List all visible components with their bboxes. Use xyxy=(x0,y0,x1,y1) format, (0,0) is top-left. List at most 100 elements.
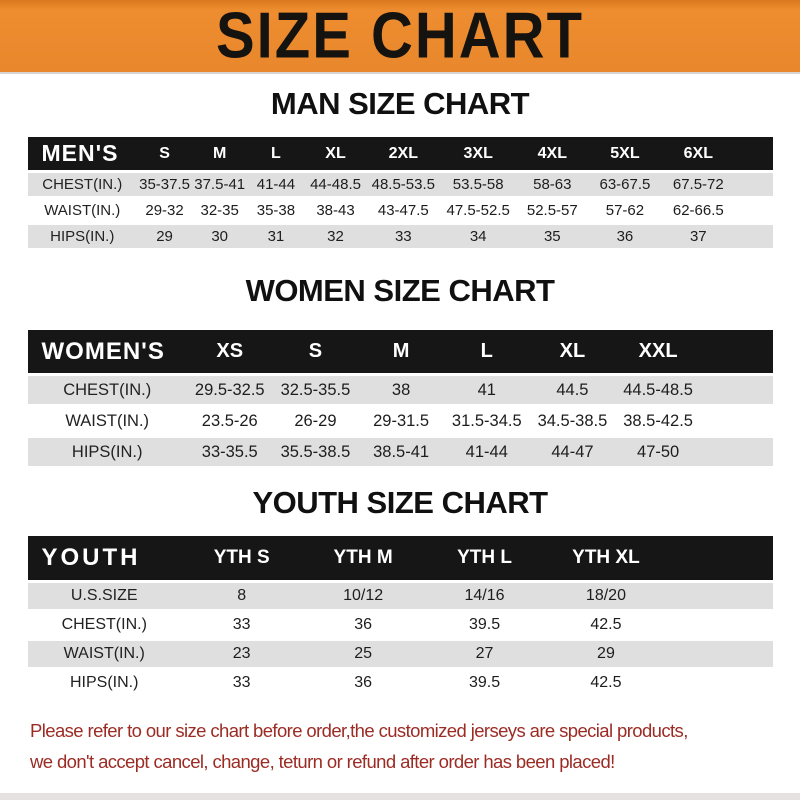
page-title: SIZE CHART xyxy=(216,0,584,72)
banner: SIZE CHART xyxy=(0,0,800,74)
table-cell: 41-44 xyxy=(443,438,530,466)
table-cell: 34 xyxy=(440,225,517,248)
table-cell: 33 xyxy=(180,612,303,638)
table-cell: 29.5-32.5 xyxy=(186,376,273,404)
row-filler xyxy=(700,438,773,466)
table-cell: 38-43 xyxy=(304,199,367,222)
table-cell: 42.5 xyxy=(545,612,667,638)
table-cell: 44-48.5 xyxy=(304,173,367,196)
column-header: M xyxy=(358,330,444,373)
table-corner-label: YOUTH xyxy=(27,536,181,580)
table-cell: 23 xyxy=(180,641,303,667)
table-cell: 36 xyxy=(302,670,424,696)
header-filler xyxy=(666,536,773,580)
notice-line-2: we don't accept cancel, change, teturn o… xyxy=(30,751,615,772)
column-header: YTH M xyxy=(302,536,424,580)
row-filler xyxy=(735,173,773,196)
table-row: CHEST(IN.) 35-37.5 37.5-41 41-44 44-48.5 48.5… xyxy=(27,173,773,196)
table-cell: 38.5-41 xyxy=(358,438,444,466)
table-cell: 10/12 xyxy=(302,583,424,609)
table-cell: 41-44 xyxy=(247,173,305,196)
table-cell: 44.5 xyxy=(529,376,616,404)
notice-line-1: Please refer to our size chart before or… xyxy=(30,720,688,741)
table-cell: 30 xyxy=(192,225,248,248)
table-cell: 29-31.5 xyxy=(358,407,444,435)
table-cell: 57-62 xyxy=(588,199,662,222)
row-filler xyxy=(735,225,773,248)
column-header: XL xyxy=(304,137,367,170)
column-header: YTH XL xyxy=(545,536,667,580)
table-cell: 39.5 xyxy=(423,670,546,696)
table-row: CHEST(IN.) 29.5-32.5 32.5-35.5 38 41 44.5 44.5… xyxy=(27,376,773,404)
table-cell: 52.5-57 xyxy=(516,199,589,222)
row-filler xyxy=(700,376,773,404)
row-label: WAIST(IN.) xyxy=(27,199,137,222)
column-header: XS xyxy=(186,330,273,373)
table-cell: 23.5-26 xyxy=(186,407,273,435)
column-header: YTH L xyxy=(423,536,546,580)
row-filler xyxy=(666,641,773,667)
column-header: 2XL xyxy=(366,137,441,170)
table-row: WAIST(IN.) 29-32 32-35 35-38 38-43 43-47.5 47.… xyxy=(27,199,773,222)
table-cell: 48.5-53.5 xyxy=(366,173,441,196)
table-cell: 35.5-38.5 xyxy=(272,438,359,466)
section-title-youth: YOUTH SIZE CHART xyxy=(252,485,548,520)
row-label: HIPS(IN.) xyxy=(27,438,187,466)
table-cell: 67.5-72 xyxy=(661,173,736,196)
table-cell: 31.5-34.5 xyxy=(443,407,530,435)
table-cell: 42.5 xyxy=(545,670,667,696)
section-youth: YOUTH SIZE CHART YOUTH YTH S YTH M YTH L YTH … xyxy=(0,485,800,699)
table-cell: 39.5 xyxy=(423,612,546,638)
header-filler xyxy=(700,330,773,373)
footer-notice: Please refer to our size chart before or… xyxy=(30,715,800,777)
table-cell: 38 xyxy=(358,376,444,404)
table-cell: 18/20 xyxy=(545,583,667,609)
table-cell: 62-66.5 xyxy=(661,199,736,222)
table-cell: 36 xyxy=(588,225,662,248)
column-header: 4XL xyxy=(516,137,589,170)
row-filler xyxy=(735,199,772,222)
row-label: WAIST(IN.) xyxy=(27,407,187,435)
sections-container: MAN SIZE CHART MEN'S S M L XL 2XL 3XL 4XL 5XL 6XL C… xyxy=(0,86,800,699)
column-header: L xyxy=(443,330,530,373)
table-cell: 37 xyxy=(661,225,736,248)
section-women: WOMEN SIZE CHART WOMEN'S XS S M L XL XXL CHEST(I… xyxy=(0,273,800,469)
column-header: XXL xyxy=(615,330,701,373)
table-cell: 63-67.5 xyxy=(588,173,662,196)
table-cell: 34.5-38.5 xyxy=(529,407,616,435)
table-cell: 35-38 xyxy=(247,199,305,222)
table-cell: 25 xyxy=(302,641,424,667)
table-cell: 35 xyxy=(516,225,589,248)
table-cell: 53.5-58 xyxy=(440,173,517,196)
column-header: M xyxy=(192,137,248,170)
table-row: U.S.SIZE 8 10/12 14/16 18/20 xyxy=(27,583,773,609)
column-header: L xyxy=(247,137,305,170)
table-cell: 8 xyxy=(180,583,303,609)
row-label: HIPS(IN.) xyxy=(27,225,137,248)
row-filler xyxy=(667,612,773,638)
table-cell: 32-35 xyxy=(192,199,248,222)
column-header: 6XL xyxy=(661,137,736,170)
row-label: CHEST(IN.) xyxy=(27,173,137,196)
table-row: HIPS(IN.) 29 30 31 32 33 34 35 36 37 xyxy=(27,225,773,248)
table-cell: 31 xyxy=(247,225,305,248)
table-row: CHEST(IN.) 33 36 39.5 42.5 xyxy=(27,612,773,638)
column-header: 3XL xyxy=(440,137,517,170)
table-cell: 47.5-52.5 xyxy=(440,199,517,222)
column-header: 5XL xyxy=(588,137,662,170)
table-cell: 43-47.5 xyxy=(366,199,441,222)
table-cell: 32 xyxy=(304,225,367,248)
table-cell: 38.5-42.5 xyxy=(615,407,701,435)
column-header: S xyxy=(137,137,193,170)
table-cell: 27 xyxy=(423,641,546,667)
table-cell: 35-37.5 xyxy=(137,173,193,196)
header-row: MEN'S S M L XL 2XL 3XL 4XL 5XL 6XL xyxy=(27,137,773,170)
table-cell: 32.5-35.5 xyxy=(272,376,359,404)
column-header: S xyxy=(272,330,359,373)
table-row: WAIST(IN.) 23 25 27 29 xyxy=(27,641,773,667)
row-filler xyxy=(701,407,773,435)
table-cell: 33 xyxy=(180,670,303,696)
table-cell: 41 xyxy=(443,376,530,404)
table-row: WAIST(IN.) 23.5-26 26-29 29-31.5 31.5-34.5 34… xyxy=(27,407,773,435)
